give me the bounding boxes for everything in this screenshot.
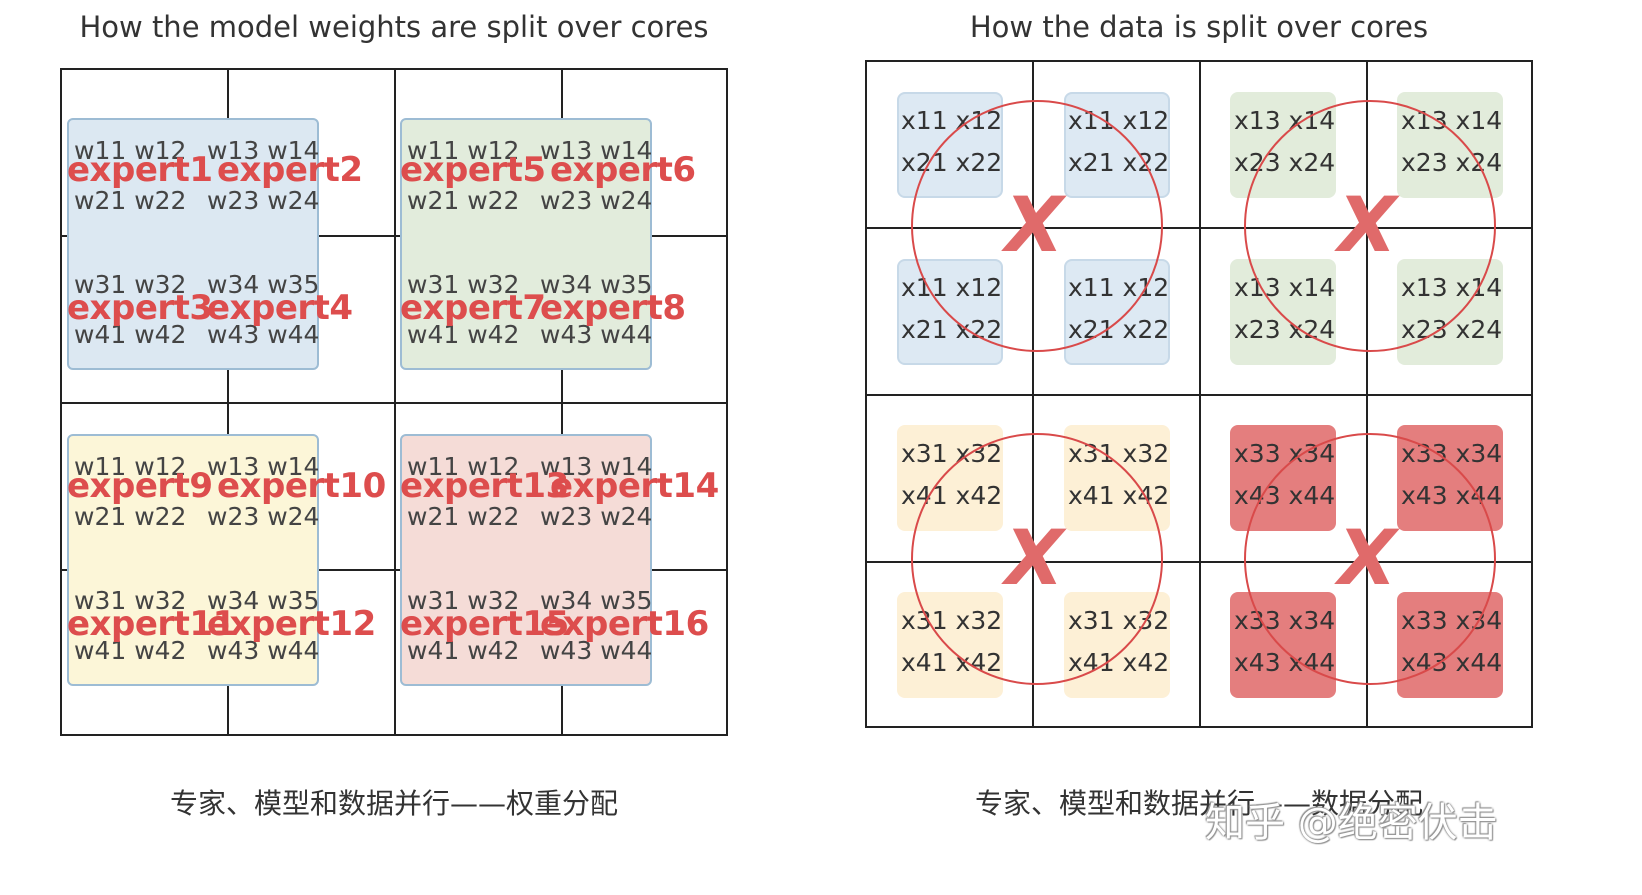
- weight-text: w23 w24: [207, 502, 320, 531]
- weight-text: w34 w35: [207, 586, 320, 615]
- weight-text: w31 w32: [407, 270, 520, 299]
- expert-block: [400, 118, 652, 370]
- weight-text: w21 w22: [74, 186, 187, 215]
- expert-label: expert13: [400, 466, 569, 506]
- weight-text: w21 w22: [407, 186, 520, 215]
- weight-text: w23 w24: [540, 502, 653, 531]
- right-caption: 专家、模型和数据并行——数据分配: [974, 787, 1423, 820]
- cross-x-mark: X: [1005, 513, 1064, 602]
- expert-label: expert3: [67, 288, 213, 328]
- weight-text: w31 w32: [74, 270, 187, 299]
- grid-line: [867, 394, 1531, 396]
- weight-text: w43 w44: [540, 636, 653, 665]
- expert-block: [400, 434, 652, 686]
- weight-text: w41 w42: [74, 320, 187, 349]
- weight-text: w41 w42: [74, 636, 187, 665]
- weight-text: w34 w35: [540, 586, 653, 615]
- watermark: 知乎 @绝密伏击: [1205, 800, 1498, 846]
- weight-text: w41 w42: [407, 636, 520, 665]
- left-title: How the model weights are split over cor…: [79, 10, 709, 44]
- weight-text: w21 w22: [74, 502, 187, 531]
- grid-line: [62, 235, 726, 237]
- weight-text: w23 w24: [540, 186, 653, 215]
- grid-line: [867, 561, 1531, 563]
- cross-x-mark: X: [1005, 180, 1064, 269]
- cross-ring: [911, 433, 1163, 685]
- expert-label: expert15: [400, 604, 569, 644]
- right-data-grid: [865, 60, 1533, 728]
- expert-label: expert10: [217, 466, 386, 506]
- weight-text: w31 w32: [74, 586, 187, 615]
- weight-text: w11 w12: [74, 136, 187, 165]
- weight-text: w43 w44: [207, 320, 320, 349]
- left-weight-grid: [60, 68, 728, 736]
- weight-text: w13 w14: [207, 136, 320, 165]
- weight-text: w13 w14: [540, 452, 653, 481]
- expert-label: expert2: [217, 150, 363, 190]
- weight-text: w13 w14: [540, 136, 653, 165]
- cross-x-mark: X: [1338, 180, 1397, 269]
- weight-text: w23 w24: [207, 186, 320, 215]
- weight-text: w34 w35: [540, 270, 653, 299]
- expert-label: expert9: [67, 466, 213, 506]
- expert-label: expert14: [550, 466, 719, 506]
- weight-text: w11 w12: [74, 452, 187, 481]
- weight-text: w41 w42: [407, 320, 520, 349]
- expert-label: expert7: [400, 288, 546, 328]
- weight-text: w11 w12: [407, 136, 520, 165]
- weight-text: w13 w14: [207, 452, 320, 481]
- cross-x-mark: X: [1338, 513, 1397, 602]
- expert-label: expert12: [207, 604, 376, 644]
- grid-line: [62, 402, 726, 404]
- grid-line: [62, 569, 726, 571]
- expert-label: expert16: [540, 604, 709, 644]
- expert-block: [67, 434, 319, 686]
- expert-label: expert11: [67, 604, 236, 644]
- expert-label: expert5: [400, 150, 546, 190]
- cross-ring: [1244, 433, 1496, 685]
- weight-text: w11 w12: [407, 452, 520, 481]
- weight-text: w21 w22: [407, 502, 520, 531]
- expert-label: expert8: [540, 288, 686, 328]
- expert-block: [67, 118, 319, 370]
- cross-ring: [911, 100, 1163, 352]
- weight-text: w43 w44: [540, 320, 653, 349]
- expert-label: expert6: [550, 150, 696, 190]
- expert-label: expert1: [67, 150, 213, 190]
- left-caption: 专家、模型和数据并行——权重分配: [169, 787, 618, 820]
- weight-text: w43 w44: [207, 636, 320, 665]
- grid-line: [867, 227, 1531, 229]
- weight-text: w34 w35: [207, 270, 320, 299]
- weight-text: w31 w32: [407, 586, 520, 615]
- right-title: How the data is split over cores: [969, 10, 1429, 44]
- expert-label: expert4: [207, 288, 353, 328]
- cross-ring: [1244, 100, 1496, 352]
